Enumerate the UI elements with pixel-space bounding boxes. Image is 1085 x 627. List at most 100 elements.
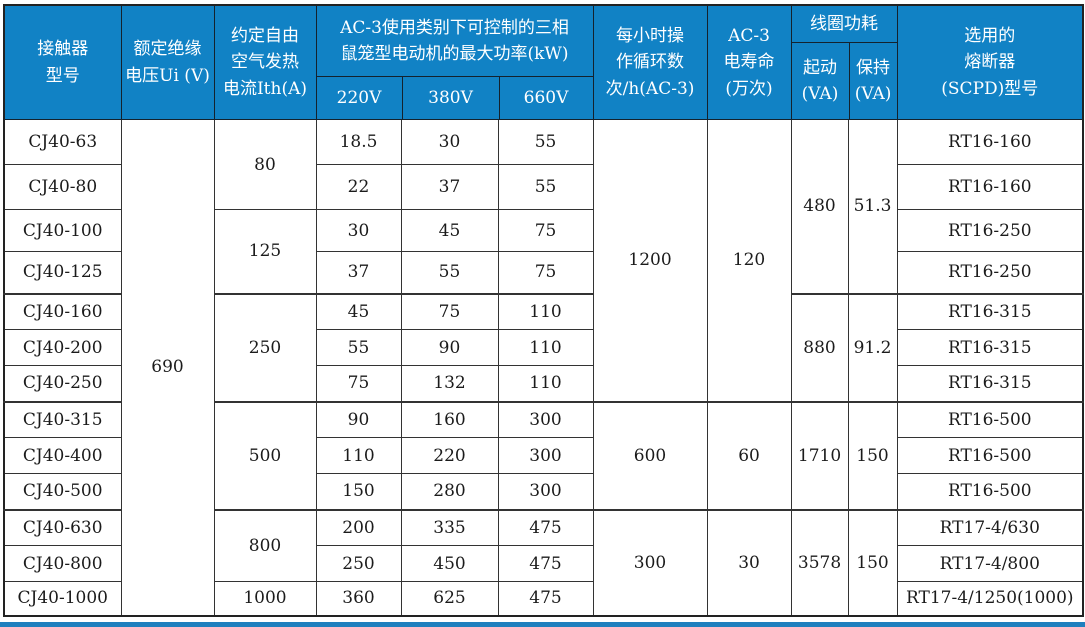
table-row: CJ40-315 500 90 160 300 600 60 1710 150 RT16-500	[3, 400, 1084, 510]
table-row: CJ40-80 22 37 55 RT16-160	[3, 164, 1084, 210]
header-row: 接触器 型号 额定绝缘 电压Ui (V) 约定自由 空气发热 电流Ith(A) …	[3, 4, 1084, 120]
table-cell: CJ40-250	[3, 365, 122, 402]
coil-power-group-title: 线圈功耗	[791, 6, 897, 43]
table-cell: CJ40-200	[3, 329, 122, 366]
header-coil-power-group: 线圈功耗 起动 (VA) 保持 (VA)	[790, 4, 898, 120]
table-cell: 300	[497, 400, 594, 438]
table-cell: 625	[400, 581, 499, 616]
max-power-subheaders: 220V 380V 660V	[317, 77, 593, 119]
table-cell: 125	[213, 209, 317, 294]
header-rated-insulation-voltage: 额定绝缘 电压Ui (V)	[120, 4, 215, 120]
table-cell: 110	[497, 365, 594, 402]
table-cell: 55	[315, 329, 402, 366]
table-cell: 1710	[790, 400, 849, 510]
table-cell: 160	[400, 400, 499, 438]
table-header: 接触器 型号 额定绝缘 电压Ui (V) 约定自由 空气发热 电流Ith(A) …	[3, 4, 1084, 120]
header-380v: 380V	[401, 77, 499, 119]
table-cell: 480	[790, 119, 849, 294]
table-cell: RT16-160	[896, 119, 1084, 165]
table-cell: 475	[497, 508, 594, 546]
table-cell: RT17-4/1250(1000)	[896, 581, 1084, 616]
table-cell: CJ40-1000	[3, 581, 122, 616]
table-cell: 75	[497, 251, 594, 294]
table-cell: CJ40-100	[3, 209, 122, 252]
table-cell: 250	[315, 545, 402, 582]
table-cell: 1200	[592, 119, 708, 402]
contactor-spec-table: 接触器 型号 额定绝缘 电压Ui (V) 约定自由 空气发热 电流Ith(A) …	[3, 4, 1085, 617]
table-cell: RT16-250	[896, 209, 1084, 252]
max-power-group-title: AC-3使用类别下可控制的三相 鼠笼型电动机的最大功率(kW)	[316, 6, 593, 77]
table-cell: CJ40-315	[3, 400, 122, 438]
header-660v: 660V	[498, 77, 593, 119]
table-cell: 51.3	[847, 119, 898, 294]
table-cell: 360	[315, 581, 402, 616]
table-cell: 600	[592, 400, 708, 510]
header-hold-va: 保持 (VA)	[848, 43, 897, 119]
max-power-group-title-label: AC-3使用类别下可控制的三相 鼠笼型电动机的最大功率(kW)	[340, 17, 569, 64]
header-hold-va-label: 保持 (VA)	[854, 57, 892, 104]
header-thermal-current: 约定自由 空气发热 电流Ith(A)	[213, 4, 317, 120]
table-cell: RT17-4/800	[896, 545, 1084, 582]
table-cell: RT16-315	[896, 292, 1084, 330]
table-cell: CJ40-63	[3, 119, 122, 165]
max-power-group-wrap: AC-3使用类别下可控制的三相 鼠笼型电动机的最大功率(kW) 220V 380…	[316, 6, 593, 119]
table-cell: CJ40-630	[3, 508, 122, 546]
table-cell: RT16-500	[896, 473, 1084, 510]
table-cell: 55	[400, 251, 499, 294]
table-cell: 3578	[790, 508, 849, 616]
table-cell: 75	[497, 209, 594, 252]
header-220v: 220V	[336, 87, 382, 108]
table-row: CJ40-500 150 280 300 RT16-500	[3, 473, 1084, 510]
table-cell: 110	[315, 437, 402, 474]
table-cell: 300	[497, 473, 594, 510]
table-cell: 450	[400, 545, 499, 582]
table-cell: 335	[400, 508, 499, 546]
table-row: CJ40-800 250 450 475 RT17-4/800	[3, 545, 1084, 582]
table-cell: 75	[400, 292, 499, 330]
table-cell: 30	[400, 119, 499, 165]
table-cell: CJ40-500	[3, 473, 122, 510]
table-row: CJ40-125 37 55 75 RT16-250	[3, 251, 1084, 294]
table-cell: 30	[706, 508, 792, 616]
header-fuse-type-label: 选用的 熔断器 (SCPD)型号	[941, 25, 1039, 99]
table-cell: 250	[213, 292, 317, 402]
coil-power-group-title-label: 线圈功耗	[810, 13, 879, 34]
table-cell: CJ40-160	[3, 292, 122, 330]
header-cycles-per-hour-label: 每小时操 作循环数 次/h(AC-3)	[605, 25, 695, 99]
coil-power-subheaders: 起动 (VA) 保持 (VA)	[792, 43, 897, 119]
table-cell: CJ40-400	[3, 437, 122, 474]
table-row: CJ40-630 800 200 335 475 300 30 3578 150 RT17-4/6…	[3, 508, 1084, 616]
header-pickup-va-label: 起动 (VA)	[801, 57, 839, 104]
header-contactor-model-label: 接触器 型号	[37, 39, 89, 86]
header-pickup-va: 起动 (VA)	[792, 43, 849, 119]
table-cell: RT16-500	[896, 437, 1084, 474]
table-cell: 75	[315, 365, 402, 402]
table-cell: 300	[592, 508, 708, 616]
table-row: CJ40-63 690 80 18.5 30 55 1200 120 480 51.3 RT16-1…	[3, 119, 1084, 616]
table-cell: RT16-160	[896, 164, 1084, 210]
bottom-strip	[0, 622, 1085, 627]
table-cell: 150	[847, 400, 898, 510]
table-cell: RT16-250	[896, 251, 1084, 294]
table-cell: 690	[120, 119, 215, 616]
table-cell: 37	[400, 164, 499, 210]
table-row: CJ40-1000 1000 360 625 475 RT17-4/1250(1000)	[3, 581, 1084, 616]
table-cell: CJ40-80	[3, 164, 122, 210]
table-cell: 90	[315, 400, 402, 438]
table-cell: 30	[315, 209, 402, 252]
table-cell: 150	[847, 508, 898, 616]
table-cell: 110	[497, 292, 594, 330]
table-cell: 90	[400, 329, 499, 366]
table-cell: 132	[400, 365, 499, 402]
header-max-power-group: AC-3使用类别下可控制的三相 鼠笼型电动机的最大功率(kW) 220V 380…	[315, 4, 594, 120]
table-cell: 55	[497, 164, 594, 210]
table-cell: CJ40-125	[3, 251, 122, 294]
header-cycles-per-hour: 每小时操 作循环数 次/h(AC-3)	[592, 4, 708, 120]
header-electrical-life: AC-3 电寿命 (万次)	[706, 4, 792, 120]
table-cell: 120	[706, 119, 792, 402]
table-cell: CJ40-800	[3, 545, 122, 582]
table-cell: RT16-500	[896, 400, 1084, 438]
table-cell: 880	[790, 292, 849, 402]
header-contactor-model: 接触器 型号	[3, 4, 122, 120]
header-thermal-current-label: 约定自由 空气发热 电流Ith(A)	[222, 25, 308, 99]
